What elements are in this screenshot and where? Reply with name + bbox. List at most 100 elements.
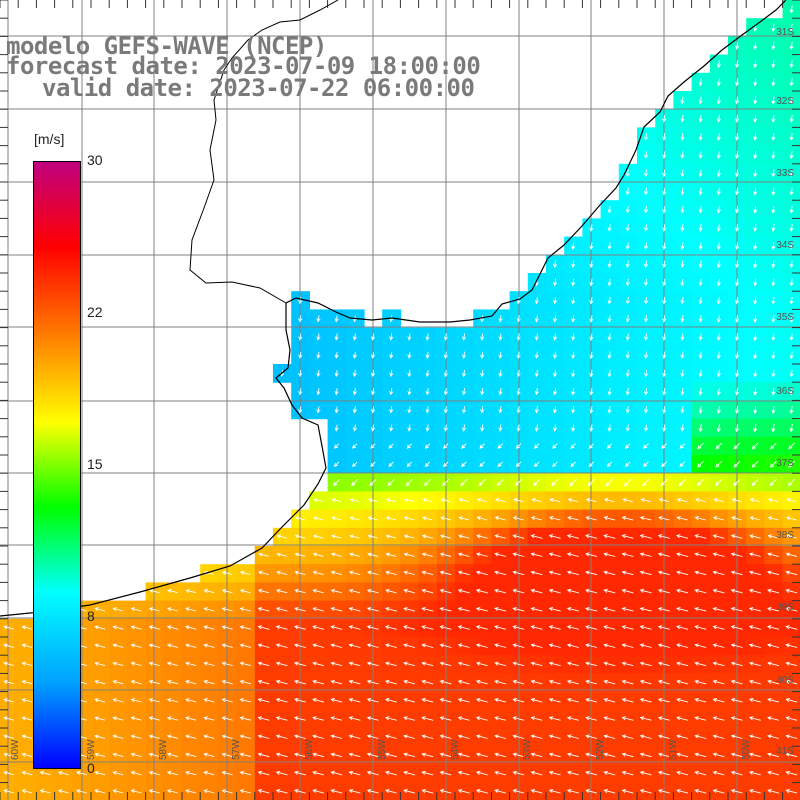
wind-arrow xyxy=(748,625,761,630)
wind-arrow xyxy=(698,169,703,178)
wind-arrow xyxy=(330,570,342,576)
wind-arrow xyxy=(298,351,303,359)
wind-arrow xyxy=(21,734,33,739)
wind-arrow xyxy=(439,734,452,739)
wind-arrow xyxy=(589,224,594,232)
wind-arrow xyxy=(530,534,543,539)
wind-arrow xyxy=(566,588,579,594)
wind-arrow xyxy=(771,315,776,323)
wind-arrow xyxy=(239,661,252,667)
wind-arrow xyxy=(716,260,721,269)
wind-arrow xyxy=(57,770,69,776)
wind-arrow xyxy=(607,278,612,287)
wind-arrow xyxy=(512,606,525,612)
wind-arrow xyxy=(585,679,598,685)
wind-arrow xyxy=(461,351,467,360)
wind-arrow xyxy=(57,789,69,794)
wind-arrow xyxy=(370,351,376,359)
wind-cell xyxy=(527,782,547,800)
wind-arrow xyxy=(294,516,306,521)
wind-cell xyxy=(655,782,674,800)
wind-arrow xyxy=(639,606,652,612)
wind-arrow xyxy=(94,716,106,721)
wind-arrow xyxy=(275,679,288,685)
wind-arrow xyxy=(753,96,758,105)
wind-arrow xyxy=(312,516,324,521)
wind-arrow xyxy=(275,770,288,776)
wind-arrow xyxy=(334,424,339,432)
wind-cell xyxy=(218,782,238,800)
wind-arrow xyxy=(457,552,470,557)
wind-arrow xyxy=(680,296,685,305)
wind-arrow xyxy=(789,5,794,14)
wind-arrow xyxy=(788,442,795,450)
wind-arrow xyxy=(494,752,507,758)
wind-cell xyxy=(382,782,401,800)
wind-arrow xyxy=(407,406,412,414)
wind-arrow xyxy=(370,388,376,396)
wind-arrow xyxy=(421,534,433,539)
wind-arrow xyxy=(606,461,613,468)
wind-arrow xyxy=(748,606,761,612)
wind-arrow xyxy=(548,552,561,557)
wind-arrow xyxy=(789,224,794,232)
wind-arrow xyxy=(607,205,612,214)
wind-arrow xyxy=(512,570,525,576)
wind-arrow xyxy=(530,606,543,612)
wind-arrow xyxy=(643,461,649,468)
wind-arrow xyxy=(312,789,325,794)
wind-arrow xyxy=(625,333,630,341)
wind-arrow xyxy=(571,388,576,396)
wind-arrow xyxy=(567,679,579,685)
wind-arrow xyxy=(753,132,758,141)
wind-arrow xyxy=(587,478,596,487)
wind-arrow xyxy=(712,588,725,594)
wind-arrow xyxy=(370,406,376,414)
wind-arrow xyxy=(457,698,470,703)
wind-arrow xyxy=(643,151,649,160)
wind-arrow xyxy=(443,369,448,378)
wind-arrow xyxy=(130,607,142,612)
wind-arrow xyxy=(698,96,703,105)
wind-arrow xyxy=(734,369,740,378)
wind-arrow xyxy=(585,497,597,503)
wind-arrow xyxy=(370,369,376,378)
wind-arrow xyxy=(403,625,416,630)
wind-arrow xyxy=(425,351,430,359)
wind-arrow xyxy=(643,333,649,341)
wind-arrow xyxy=(389,388,394,396)
wind-arrow xyxy=(494,734,507,739)
wind-arrow xyxy=(716,296,721,305)
wind-arrow xyxy=(643,242,649,250)
wind-arrow xyxy=(239,607,251,612)
wind-arrow xyxy=(148,770,160,776)
wind-arrow xyxy=(384,770,397,776)
wind-arrow xyxy=(480,333,485,341)
wind-arrow xyxy=(698,151,703,160)
wind-arrow xyxy=(498,315,503,323)
wind-arrow xyxy=(622,497,633,503)
lon-label-57w: 57W xyxy=(231,739,242,760)
wind-arrow xyxy=(730,734,743,739)
wind-arrow xyxy=(370,424,376,432)
wind-arrow xyxy=(658,679,670,685)
wind-arrow xyxy=(461,388,467,396)
wind-arrow xyxy=(657,661,670,667)
wind-arrow xyxy=(275,588,288,594)
wind-cell xyxy=(127,782,147,800)
wind-arrow xyxy=(439,643,452,648)
wind-cell xyxy=(673,782,693,800)
wind-arrow xyxy=(457,770,470,776)
wind-arrow xyxy=(330,734,343,739)
wind-arrow xyxy=(712,552,725,557)
wind-arrow xyxy=(753,278,758,287)
wind-arrow xyxy=(316,406,321,414)
wind-arrow xyxy=(748,570,761,576)
wind-arrow xyxy=(662,114,667,123)
wind-arrow xyxy=(421,588,434,594)
wind-arrow xyxy=(712,661,725,667)
wind-arrow xyxy=(534,388,539,396)
wind-arrow xyxy=(3,752,15,758)
wind-arrow xyxy=(185,734,197,739)
wind-arrow xyxy=(384,789,397,794)
